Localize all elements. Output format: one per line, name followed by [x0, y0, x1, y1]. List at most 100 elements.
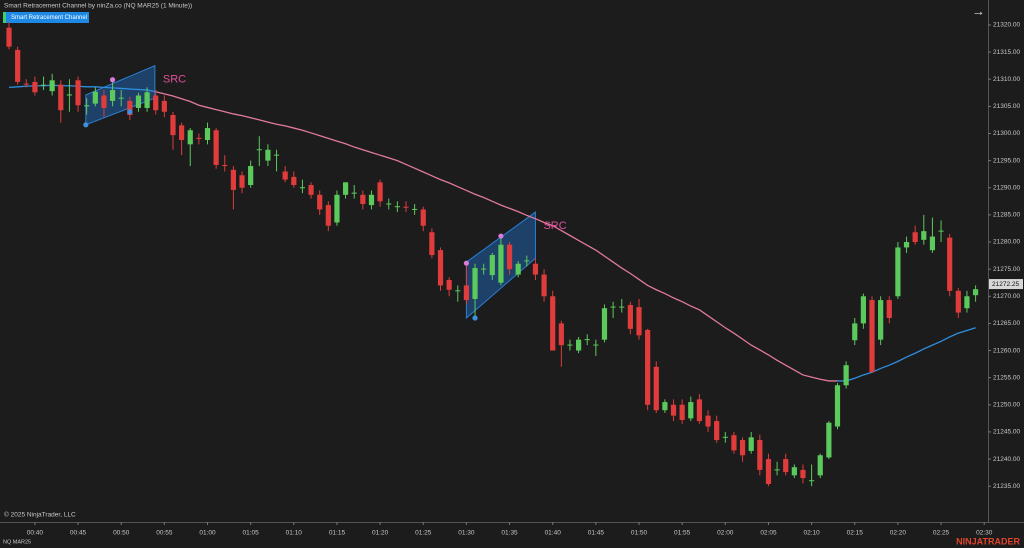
x-tick-label: 02:25	[933, 530, 950, 537]
candle-body	[187, 130, 193, 145]
candle-body	[541, 274, 547, 297]
candle-body	[325, 205, 331, 226]
x-tick-label: 01:35	[501, 530, 518, 537]
candle-body	[903, 242, 910, 248]
pivot-point	[463, 260, 470, 266]
candle-body	[6, 27, 12, 47]
candle-body	[127, 100, 133, 116]
candle-body	[15, 49, 21, 82]
candle-body	[351, 192, 357, 194]
y-tick-label: 21235.00	[993, 483, 1020, 490]
candle-body	[567, 344, 573, 346]
candle-body	[161, 100, 167, 112]
copyright: © 2025 NinjaTrader, LLC	[4, 511, 76, 519]
y-tick-label: 21250.00	[993, 402, 1020, 409]
candle-body	[662, 402, 668, 411]
candle-body	[472, 268, 478, 299]
candle-body	[84, 105, 90, 107]
x-tick-label: 01:15	[329, 530, 346, 537]
x-tick-label: 02:00	[717, 530, 734, 537]
candle-body	[377, 182, 383, 202]
candle-body	[972, 289, 979, 296]
x-tick-label: 02:20	[890, 530, 907, 537]
y-tick-label: 21295.00	[993, 157, 1020, 164]
y-tick-label: 21280.00	[993, 239, 1020, 246]
indicator-label[interactable]: Smart Retracement Channel	[11, 15, 87, 21]
candle-body	[360, 194, 366, 205]
pivot-point	[109, 77, 116, 83]
candle-body	[248, 166, 254, 186]
last-price-tag	[989, 279, 1023, 290]
candle-body	[584, 339, 590, 341]
x-tick-label: 02:05	[760, 530, 777, 537]
candle-body	[748, 437, 754, 451]
logo: NINJATRADER	[956, 536, 1020, 546]
candle-body	[895, 247, 901, 297]
candle-body	[489, 255, 495, 276]
candle-body	[809, 480, 815, 482]
channel-label: SRC	[163, 74, 186, 86]
candle-body	[334, 194, 340, 223]
candle-body	[834, 385, 841, 427]
candle-body	[791, 467, 797, 476]
y-tick-label: 21305.00	[993, 103, 1020, 110]
candle-body	[204, 128, 211, 140]
candle-body	[826, 422, 832, 458]
candle-body	[463, 285, 470, 301]
indicator-badge-strip	[3, 12, 6, 23]
candle-body	[938, 230, 944, 232]
candle-body	[947, 237, 953, 291]
x-tick-label: 01:10	[286, 530, 303, 537]
y-tick-label: 21315.00	[993, 49, 1020, 56]
candle-body	[386, 203, 392, 205]
indicator-badge[interactable]	[3, 12, 89, 23]
moving-average-line	[155, 91, 838, 382]
candle-body	[955, 290, 961, 313]
candle-body	[774, 469, 780, 471]
candle-body	[222, 164, 228, 167]
candle-body	[437, 250, 444, 286]
x-tick-label: 01:25	[415, 530, 432, 537]
candle-body	[852, 323, 858, 341]
expand-arrow[interactable]: →	[972, 3, 985, 18]
candle-body	[282, 171, 288, 180]
candle-body	[342, 182, 349, 195]
x-tick-label: 02:30	[976, 530, 993, 537]
chart-title: Smart Retracement Channel by ninZa.co (N…	[4, 3, 192, 10]
candle-body	[230, 169, 236, 190]
candle-body	[498, 244, 504, 283]
pivot-point	[472, 315, 478, 321]
candle-body	[878, 300, 884, 340]
instrument-label: NQ MAR25	[3, 539, 31, 545]
candle-body	[912, 232, 918, 243]
candle-body	[558, 323, 564, 346]
candle-body	[273, 154, 280, 156]
y-tick-label: 21310.00	[993, 76, 1020, 83]
candle-body	[32, 81, 38, 93]
candle-body	[843, 365, 849, 386]
candle-body	[645, 329, 651, 405]
y-tick-label: 21285.00	[993, 212, 1020, 219]
candle-body	[153, 95, 159, 111]
candle-body	[256, 149, 262, 151]
y-tick-label: 21240.00	[993, 456, 1020, 463]
candle-body	[291, 176, 297, 186]
candle-body	[299, 187, 306, 189]
candle-body	[929, 236, 936, 251]
candle-body	[714, 421, 720, 441]
candle-body	[601, 308, 608, 340]
candle-body	[101, 95, 107, 108]
candle-body	[575, 339, 582, 351]
candle-body	[144, 92, 150, 108]
candle-body	[610, 306, 616, 308]
candle-body	[532, 263, 539, 275]
y-tick-label: 21260.00	[993, 347, 1020, 354]
candle-body	[722, 436, 728, 438]
candle-body	[429, 232, 435, 256]
candle-body	[394, 206, 400, 208]
x-tick-label: 01:00	[199, 530, 216, 537]
candle-body	[593, 344, 599, 346]
x-tick-label: 00:50	[113, 530, 130, 537]
candle-body	[66, 94, 73, 96]
